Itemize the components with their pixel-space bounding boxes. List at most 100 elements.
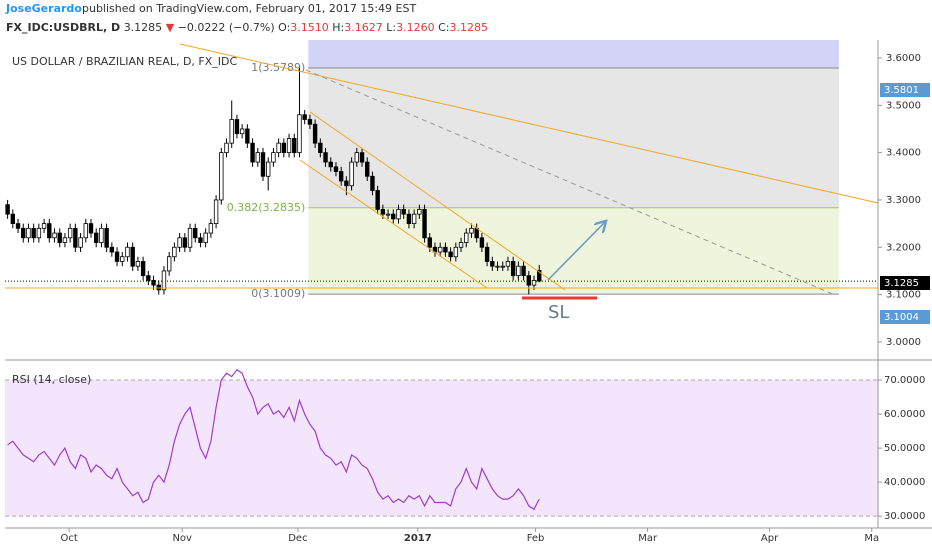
candle-body [47, 223, 52, 239]
candle-body [484, 246, 490, 262]
candle-body [318, 142, 323, 154]
arrow [547, 222, 605, 281]
candle-body [510, 261, 516, 277]
candle-body [312, 123, 318, 144]
candle-body [5, 204, 10, 215]
price-badge [880, 83, 930, 97]
candle-body [239, 128, 245, 135]
candle-body [505, 261, 511, 267]
candle-body [292, 138, 297, 154]
price-badge-label: 3.1004 [884, 312, 919, 323]
candle-body [130, 246, 135, 267]
fib-zone [308, 207, 839, 295]
symbol: FX_IDC:USDBRL, D [6, 21, 120, 34]
candle-body [479, 237, 485, 248]
candle-body [187, 227, 193, 248]
fib-label: 0(3.1009) [251, 287, 305, 300]
candle-body [151, 279, 156, 286]
price-badge [880, 310, 930, 324]
candle-body [140, 261, 146, 277]
price-badge-label: 3.1285 [884, 278, 919, 289]
y-tick-label: 3.3000 [886, 195, 921, 206]
candle-body [250, 142, 255, 163]
candle-body [323, 152, 328, 163]
x-tick-label: Dec [288, 533, 307, 544]
candle-body [500, 265, 505, 268]
candle-body [99, 227, 104, 243]
candle-body [276, 142, 281, 154]
rsi-tick-label: 30.0000 [884, 511, 925, 522]
x-tick-label: 2017 [404, 533, 432, 544]
diagonal [305, 69, 836, 296]
candle-body [161, 270, 167, 291]
channel-upper [309, 111, 566, 291]
candle-body [271, 152, 276, 163]
candle-body [229, 119, 234, 144]
candle-body [391, 213, 396, 220]
x-tick-label: Mar [638, 533, 658, 544]
candle-body [260, 152, 266, 177]
candle-body [73, 227, 78, 248]
candle-body [198, 237, 203, 243]
channel-lower [299, 159, 488, 289]
rsi-tick-label: 60.0000 [884, 409, 925, 420]
candle-body [396, 209, 401, 220]
q-k: O: [278, 21, 290, 34]
candle-body [213, 199, 219, 225]
candle-body [417, 209, 422, 215]
candle-body [380, 209, 386, 215]
candle-body [21, 227, 26, 239]
candle-body [521, 265, 526, 277]
candle-body [10, 213, 16, 225]
candle-body [26, 227, 31, 239]
candle-body [109, 246, 115, 253]
candle-body [193, 227, 198, 239]
candle-body [516, 265, 521, 277]
candle-body [224, 142, 229, 154]
candle-body [370, 175, 375, 191]
candle-body [208, 223, 214, 234]
y-tick-label: 3.1000 [886, 290, 921, 301]
rsi-title: RSI (14, close) [12, 373, 91, 386]
candle-body [406, 213, 412, 225]
candle-body [114, 251, 120, 262]
fib-zone [308, 67, 839, 208]
x-tick-label: Apr [761, 533, 779, 544]
candle-body [286, 138, 292, 154]
candle-body [297, 114, 302, 154]
q-k: L: [386, 21, 396, 34]
q-v: 3.1510 [290, 21, 329, 34]
sl-label: SL [548, 302, 569, 323]
candle-body [94, 232, 99, 243]
candle-body [15, 223, 21, 229]
arrow: ▼ [166, 21, 175, 34]
candle-body [52, 232, 57, 239]
candle-body [453, 246, 459, 258]
author: JoseGerardo [5, 2, 82, 15]
candle-body [62, 237, 68, 243]
candle-body [354, 152, 360, 163]
price-badge [880, 276, 930, 290]
candle-body [234, 119, 240, 135]
candle-body [177, 237, 182, 248]
candle-body [219, 152, 224, 201]
fib-label: 1(3.5789) [251, 61, 305, 74]
candle-body [36, 227, 42, 239]
candle-body [333, 166, 339, 172]
q-v: 3.1285 [450, 21, 489, 34]
candle-body [427, 237, 432, 248]
candle-body [281, 142, 287, 154]
candle-body [307, 119, 313, 125]
rsi-band [5, 380, 878, 517]
candle-body [302, 114, 307, 120]
candle-body [120, 256, 125, 262]
candle-body [359, 152, 365, 163]
q-k: H: [332, 21, 344, 34]
candle-body [401, 209, 406, 215]
candle-body [411, 213, 417, 225]
candles [5, 67, 542, 295]
rsi-tick-label: 40.0000 [884, 477, 925, 488]
candle-body [464, 232, 469, 243]
candle-body [458, 242, 464, 248]
